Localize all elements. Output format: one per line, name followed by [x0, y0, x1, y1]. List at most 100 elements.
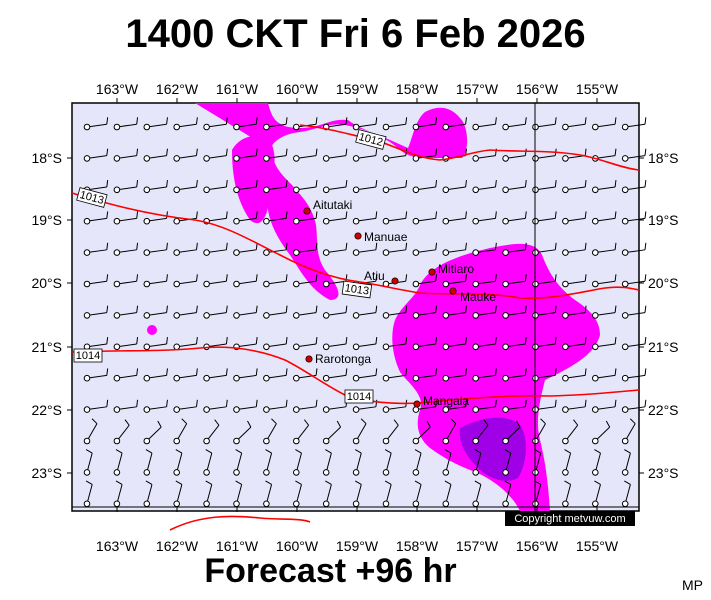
wind-barb: [143, 337, 168, 351]
island-mauke: Mauke: [449, 287, 496, 304]
wind-barb: [143, 180, 168, 194]
wind-barb: [263, 148, 288, 162]
wind-barb: [83, 418, 98, 445]
wind-barb: [382, 242, 408, 256]
isobar-label-1013-center: 1013: [341, 280, 373, 299]
wind-barb: [502, 449, 512, 476]
wind-barb: [442, 305, 467, 319]
wind-barb: [382, 305, 408, 319]
longitude-label: 161°W: [216, 81, 259, 97]
svg-text:1013: 1013: [344, 282, 370, 297]
longitude-label: 155°W: [576, 538, 619, 554]
wind-barb: [173, 399, 198, 413]
wind-barb: [412, 180, 438, 194]
island-mangaia: Mangaia: [413, 394, 469, 408]
longitude-label: 163°W: [96, 81, 139, 97]
wind-barb: [352, 418, 367, 445]
wind-barb: [113, 480, 123, 508]
wind-barb: [562, 449, 572, 476]
wind-barb: [113, 117, 139, 131]
longitude-label: 157°W: [456, 81, 499, 97]
wind-barb: [322, 337, 348, 351]
wind-barb: [592, 180, 617, 194]
svg-text:Copyright metvuw.com: Copyright metvuw.com: [514, 513, 625, 525]
rain-area-north: [195, 103, 468, 300]
wind-barb: [233, 242, 258, 256]
wind-barb: [412, 274, 438, 288]
island-manuae: Manuae: [354, 230, 408, 244]
wind-barb: [412, 337, 438, 351]
wind-barb: [532, 399, 557, 413]
latitude-label: 22°S: [648, 402, 679, 418]
wind-barb: [502, 368, 527, 382]
wind-barb: [263, 337, 288, 351]
wind-barb: [143, 480, 153, 508]
wind-barb: [472, 117, 497, 131]
longitude-label: 156°W: [516, 81, 559, 97]
wind-barb: [143, 305, 168, 319]
latitude-label: 18°S: [648, 150, 679, 166]
latitude-label: 18°S: [31, 150, 62, 166]
wind-barb: [203, 274, 228, 288]
isobar-labels: 1012 1013 1013 1014 1014: [73, 129, 387, 404]
wind-barb: [502, 480, 512, 508]
wind-barb: [293, 337, 318, 351]
rain-area-heavy: [459, 417, 526, 481]
wind-barb: [382, 399, 408, 413]
wind-barb: [502, 180, 527, 194]
wind-barb: [233, 274, 258, 288]
wind-barb: [472, 368, 497, 382]
wind-barb: [83, 211, 109, 225]
wind-barb: [203, 148, 228, 162]
longitude-label: 160°W: [276, 538, 319, 554]
wind-barb: [442, 368, 467, 382]
wind-barb: [113, 449, 123, 476]
wind-barb: [502, 211, 527, 225]
wind-barb: [592, 337, 617, 351]
wind-barb: [173, 337, 198, 351]
latitude-label: 21°S: [648, 339, 679, 355]
wind-barb: [322, 420, 342, 445]
wind-barb: [592, 420, 611, 445]
longitude-label: 155°W: [576, 81, 619, 97]
wind-barb: [143, 399, 168, 413]
svg-text:Mitiaro: Mitiaro: [438, 262, 474, 276]
wind-barb: [173, 368, 198, 382]
wind-barb: [143, 117, 168, 131]
wind-barb: [442, 117, 467, 131]
wind-barb: [502, 337, 527, 351]
wind-barb: [293, 305, 318, 319]
isobar-label-1014-west: 1014: [73, 348, 103, 363]
wind-barb: [532, 274, 557, 288]
wind-barb: [263, 180, 288, 194]
wind-barb: [322, 368, 348, 382]
isobar-1013a-line: [71, 192, 640, 300]
wind-barb: [562, 419, 579, 445]
copyright-box: Copyright metvuw.com: [505, 511, 635, 526]
wind-barb: [621, 480, 631, 508]
wind-barb: [562, 399, 587, 413]
island-rarotonga: Rarotonga: [305, 352, 371, 366]
wind-barb: [113, 148, 139, 162]
wind-barb: [412, 117, 438, 131]
wind-barb: [83, 449, 93, 476]
wind-barb: [322, 305, 348, 319]
island-mitiaro: Mitiaro: [428, 262, 474, 276]
wind-barb: [442, 418, 457, 445]
wind-barb: [472, 148, 497, 162]
longitude-label: 159°W: [336, 81, 379, 97]
wind-barb: [233, 449, 243, 476]
wind-barb: [263, 117, 288, 131]
wind-barb: [83, 274, 109, 288]
wind-barb: [83, 242, 109, 256]
wind-barb: [502, 274, 527, 288]
latitude-label: 20°S: [31, 275, 62, 291]
wind-barb: [233, 480, 243, 508]
wind-barb: [322, 242, 348, 256]
wind-barb: [472, 242, 497, 256]
latitude-label: 19°S: [31, 212, 62, 228]
islands: Aitutaki Manuae Mitiaro Atiu Mauke Rarot…: [303, 198, 496, 408]
wind-barb: [621, 418, 636, 445]
latitude-label: 19°S: [648, 212, 679, 228]
island-atiu: Atiu: [364, 269, 399, 285]
